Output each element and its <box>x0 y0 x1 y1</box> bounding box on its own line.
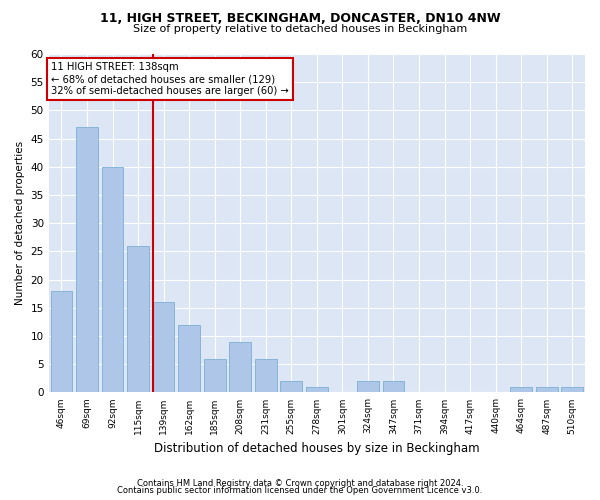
Bar <box>510 387 532 392</box>
Text: Contains public sector information licensed under the Open Government Licence v3: Contains public sector information licen… <box>118 486 482 495</box>
Bar <box>229 342 251 392</box>
Bar <box>204 358 226 392</box>
X-axis label: Distribution of detached houses by size in Beckingham: Distribution of detached houses by size … <box>154 442 479 455</box>
Bar <box>127 246 149 392</box>
Bar <box>280 381 302 392</box>
Bar <box>50 291 72 392</box>
Bar <box>562 387 583 392</box>
Bar <box>76 128 98 392</box>
Text: 11 HIGH STREET: 138sqm
← 68% of detached houses are smaller (129)
32% of semi-de: 11 HIGH STREET: 138sqm ← 68% of detached… <box>51 62 289 96</box>
Bar <box>255 358 277 392</box>
Bar <box>178 324 200 392</box>
Bar <box>306 387 328 392</box>
Y-axis label: Number of detached properties: Number of detached properties <box>15 141 25 306</box>
Text: 11, HIGH STREET, BECKINGHAM, DONCASTER, DN10 4NW: 11, HIGH STREET, BECKINGHAM, DONCASTER, … <box>100 12 500 26</box>
Bar <box>357 381 379 392</box>
Bar <box>101 167 124 392</box>
Bar <box>383 381 404 392</box>
Bar <box>153 302 175 392</box>
Bar <box>536 387 557 392</box>
Text: Size of property relative to detached houses in Beckingham: Size of property relative to detached ho… <box>133 24 467 34</box>
Text: Contains HM Land Registry data © Crown copyright and database right 2024.: Contains HM Land Registry data © Crown c… <box>137 478 463 488</box>
